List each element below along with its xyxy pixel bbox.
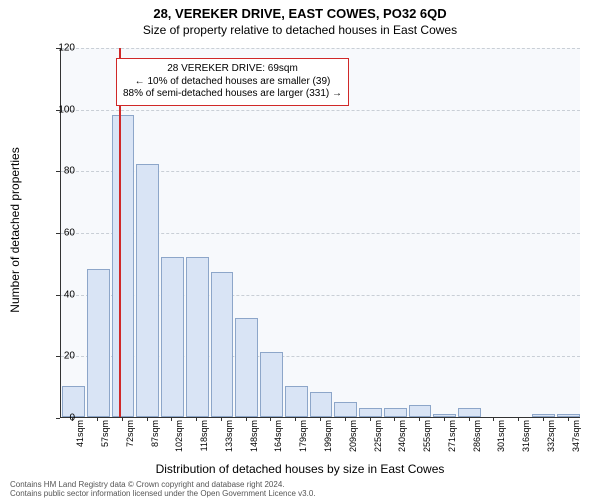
x-tick-label: 255sqm (422, 420, 432, 460)
x-tick-label: 286sqm (472, 420, 482, 460)
y-tick-label: 40 (45, 289, 75, 300)
x-tick-label: 332sqm (546, 420, 556, 460)
bar (384, 408, 407, 417)
chart-subtitle: Size of property relative to detached ho… (0, 21, 600, 37)
y-axis-label: Number of detached properties (8, 147, 22, 312)
x-tick-label: 271sqm (447, 420, 457, 460)
x-tick-label: 87sqm (150, 420, 160, 460)
x-tick-label: 179sqm (298, 420, 308, 460)
annotation-box: 28 VEREKER DRIVE: 69sqm ← 10% of detache… (116, 58, 349, 106)
x-axis-label: Distribution of detached houses by size … (0, 462, 600, 476)
bar (409, 405, 432, 417)
x-tick-label: 118sqm (199, 420, 209, 460)
x-tick-label: 316sqm (521, 420, 531, 460)
x-tick-label: 209sqm (348, 420, 358, 460)
x-tick-label: 164sqm (273, 420, 283, 460)
bar (260, 352, 283, 417)
x-tick-label: 41sqm (75, 420, 85, 460)
bar (458, 408, 481, 417)
footer-line2: Contains public sector information licen… (10, 490, 316, 499)
bar (161, 257, 184, 417)
x-tick-label: 199sqm (323, 420, 333, 460)
y-tick-label: 80 (45, 166, 75, 177)
x-tick-label: 301sqm (496, 420, 506, 460)
x-tick-label: 102sqm (174, 420, 184, 460)
x-tick-label: 225sqm (373, 420, 383, 460)
x-tick-label: 240sqm (397, 420, 407, 460)
annotation-line1: 28 VEREKER DRIVE: 69sqm (123, 63, 342, 76)
footer-text: Contains HM Land Registry data © Crown c… (10, 481, 316, 499)
y-tick-label: 100 (45, 104, 75, 115)
y-tick-label: 20 (45, 351, 75, 362)
bar (112, 115, 135, 417)
annotation-line3: 88% of semi-detached houses are larger (… (123, 88, 342, 101)
plot-area: 28 VEREKER DRIVE: 69sqm ← 10% of detache… (60, 48, 580, 418)
x-tick-label: 347sqm (571, 420, 581, 460)
bar (186, 257, 209, 417)
x-tick-label: 57sqm (100, 420, 110, 460)
bar (285, 386, 308, 417)
bar (334, 402, 357, 417)
bar (359, 408, 382, 417)
chart-title: 28, VEREKER DRIVE, EAST COWES, PO32 6QD (0, 0, 600, 21)
x-tick-label: 72sqm (125, 420, 135, 460)
y-tick-label: 120 (45, 43, 75, 54)
bar (87, 269, 110, 417)
y-tick-label: 0 (45, 413, 75, 424)
annotation-line2: ← 10% of detached houses are smaller (39… (123, 76, 342, 89)
bar (310, 392, 333, 417)
x-tick-label: 148sqm (249, 420, 259, 460)
x-tick-label: 133sqm (224, 420, 234, 460)
bar (211, 272, 234, 417)
bar (136, 164, 159, 417)
chart-container: 28, VEREKER DRIVE, EAST COWES, PO32 6QD … (0, 0, 600, 500)
y-tick-label: 60 (45, 228, 75, 239)
bar (235, 318, 258, 417)
